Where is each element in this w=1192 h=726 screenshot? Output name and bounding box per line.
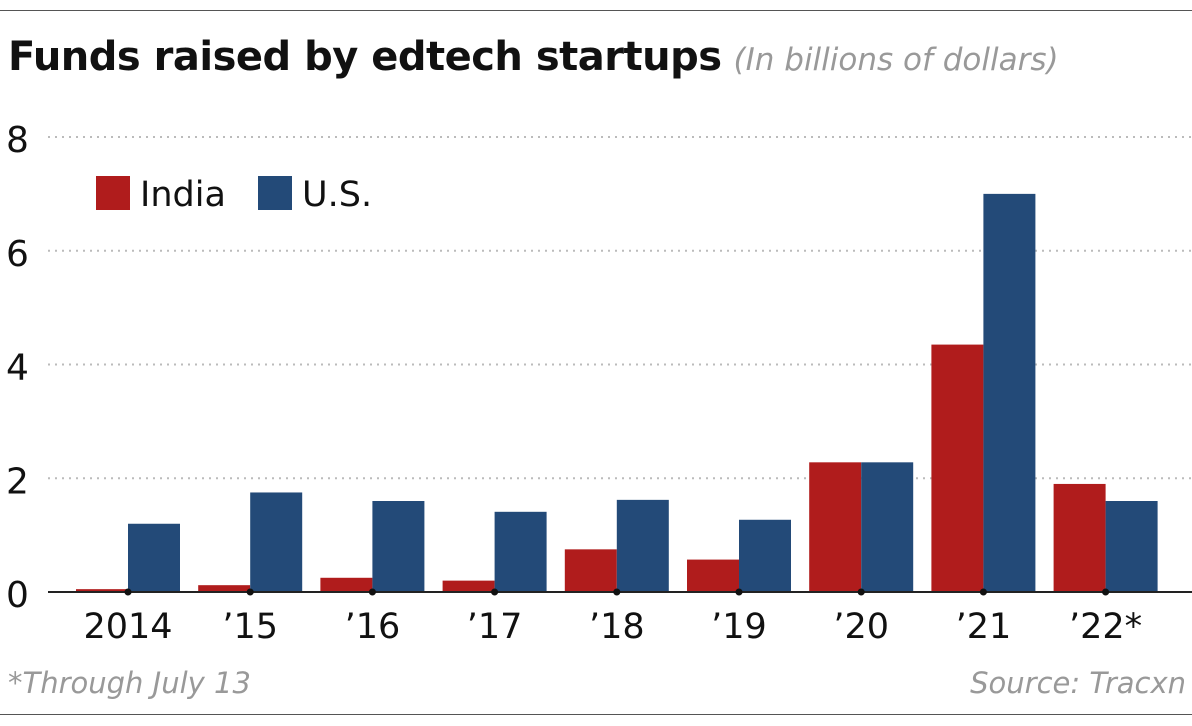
legend-label-india: India (140, 175, 226, 215)
source-note: Source: Tracxn (970, 666, 1186, 700)
x-tick-label: ’19 (711, 607, 767, 647)
x-tick-dot (613, 588, 621, 596)
x-tick-dot (491, 588, 499, 596)
bottom-rule (0, 714, 1192, 715)
x-tick-label: ’21 (956, 607, 1012, 647)
bar-us (372, 501, 425, 592)
x-tick-dot (246, 588, 254, 596)
bar-india (564, 549, 617, 592)
x-tick-dot (1102, 588, 1110, 596)
y-tick-label: 8 (6, 120, 29, 161)
legend-label-us: U.S. (302, 175, 372, 215)
bar-us (739, 519, 791, 592)
x-tick-label: ’22* (1069, 607, 1142, 647)
y-tick-label: 4 (6, 348, 29, 389)
bar-india (76, 589, 128, 592)
x-tick-label: ’17 (467, 607, 523, 647)
x-tick-dot (368, 588, 376, 596)
title-row: Funds raised by edtech startups (In billi… (8, 34, 1059, 80)
x-tick-dot (979, 588, 987, 596)
bar-india (442, 580, 495, 592)
bar-india (809, 462, 862, 592)
bar-us (250, 492, 303, 592)
chart-title: Funds raised by edtech startups (8, 34, 722, 80)
bar-india (198, 585, 251, 592)
x-tick-label: ’15 (222, 607, 278, 647)
bar-us (494, 511, 547, 592)
legend-swatch-india (96, 176, 130, 210)
chart-subtitle: (In billions of dollars) (733, 42, 1059, 78)
bar-us (128, 523, 180, 592)
x-tick-label: ’16 (345, 607, 401, 647)
x-tick-dot (857, 588, 865, 596)
y-tick-label: 0 (6, 575, 29, 616)
bar-india (931, 344, 984, 592)
y-tick-label: 6 (6, 234, 29, 275)
top-rule (0, 10, 1192, 11)
bar-india (687, 559, 739, 592)
x-tick-label: ’18 (589, 607, 645, 647)
bar-us (616, 499, 669, 592)
x-tick-dot (735, 588, 743, 596)
bar-us (1105, 501, 1158, 592)
footnote: *Through July 13 (8, 666, 251, 700)
bar-india (1053, 483, 1106, 592)
bar-india (320, 577, 373, 592)
bar-us (983, 193, 1036, 592)
x-tick-label: 2014 (83, 607, 172, 647)
x-tick-label: ’20 (833, 607, 889, 647)
y-tick-label: 2 (6, 461, 29, 502)
x-tick-dot (124, 588, 132, 596)
bar-us (861, 462, 914, 592)
legend-swatch-us (258, 176, 292, 210)
